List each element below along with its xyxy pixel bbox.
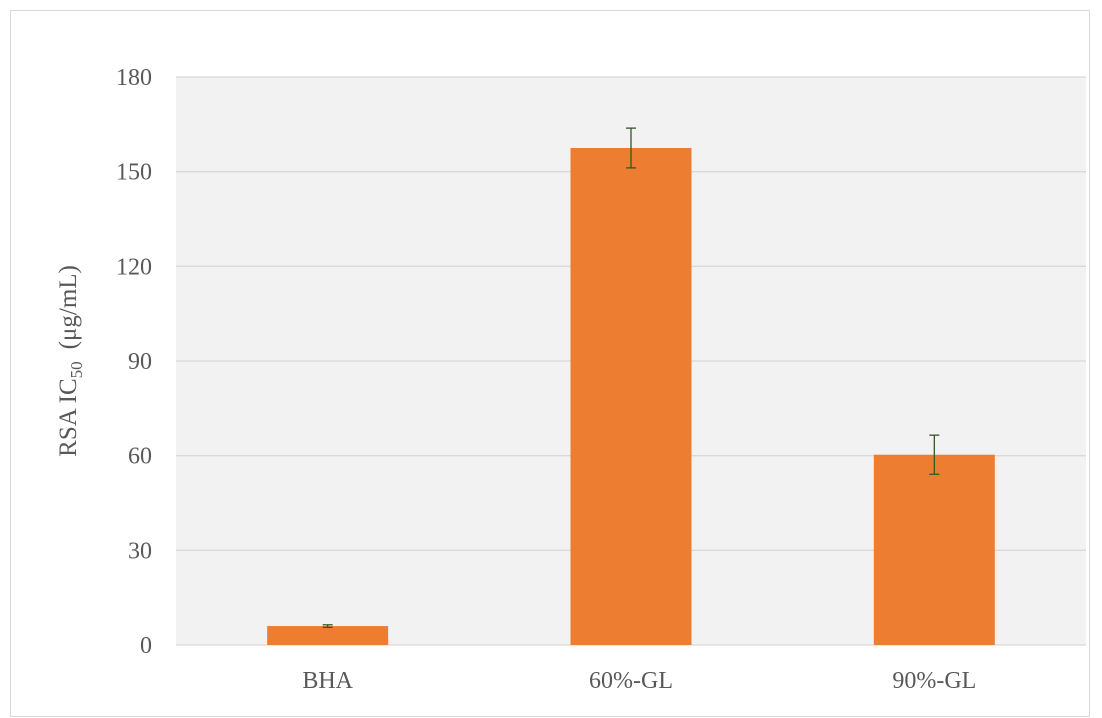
x-tick-label: 90%-GL bbox=[892, 668, 976, 694]
y-tick-label: 90 bbox=[128, 349, 152, 375]
y-axis-title-subscript: 50 bbox=[67, 361, 86, 378]
x-tick-label: BHA bbox=[302, 668, 353, 694]
y-tick-labels: 0 30 60 90 120 150 180 bbox=[116, 65, 152, 659]
y-axis-title-unit: (μg/mL) bbox=[55, 265, 82, 349]
bar bbox=[570, 148, 692, 645]
y-tick-label: 120 bbox=[116, 254, 152, 280]
y-tick-label: 60 bbox=[128, 444, 152, 470]
bar bbox=[267, 626, 389, 645]
y-tick-label: 0 bbox=[140, 633, 152, 659]
x-tick-label: 60%-GL bbox=[589, 668, 673, 694]
y-tick-label: 30 bbox=[128, 538, 152, 564]
y-tick-label: 180 bbox=[116, 65, 152, 91]
y-tick-label: 150 bbox=[116, 160, 152, 186]
bar-chart: 0 30 60 90 120 150 180 BHA 60%-GL 90%-GL RSA IC5… bbox=[55, 65, 1086, 694]
bar bbox=[873, 454, 995, 645]
x-tick-labels: BHA 60%-GL 90%-GL bbox=[302, 668, 976, 694]
y-axis-title: RSA IC50 (μg/mL) bbox=[55, 265, 86, 457]
bars bbox=[267, 148, 995, 645]
chart-frame: 0 30 60 90 120 150 180 BHA 60%-GL 90%-GL RSA IC5… bbox=[10, 10, 1090, 717]
error-bars bbox=[322, 127, 940, 628]
y-axis-title-main: RSA IC bbox=[55, 378, 82, 457]
